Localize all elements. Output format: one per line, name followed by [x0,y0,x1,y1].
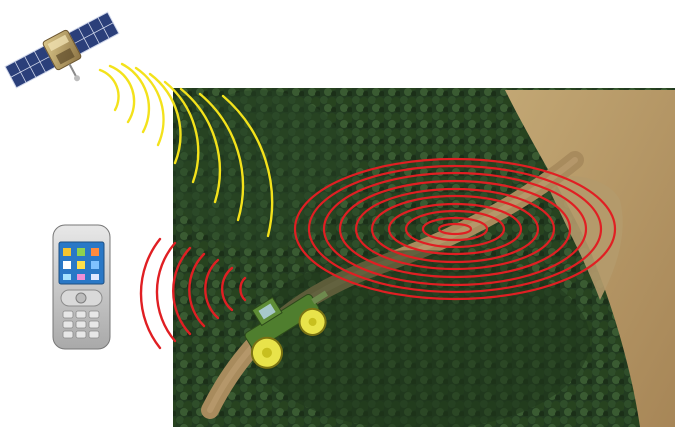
field-right [505,90,675,427]
tractor-wheels [250,307,327,369]
phone-signal-arcs [139,237,247,350]
tractor-icon [244,290,329,369]
satellite-left-panel [4,45,56,89]
field-ellipses [293,157,617,301]
satellite-body [42,29,82,71]
phone-keypad [62,310,100,339]
gps-signal-arcs [98,62,274,238]
aerial-photo [173,88,675,427]
phone-screen-icons [63,248,99,280]
mobile-phone-icon [52,224,111,350]
satellite-icon [4,11,120,89]
